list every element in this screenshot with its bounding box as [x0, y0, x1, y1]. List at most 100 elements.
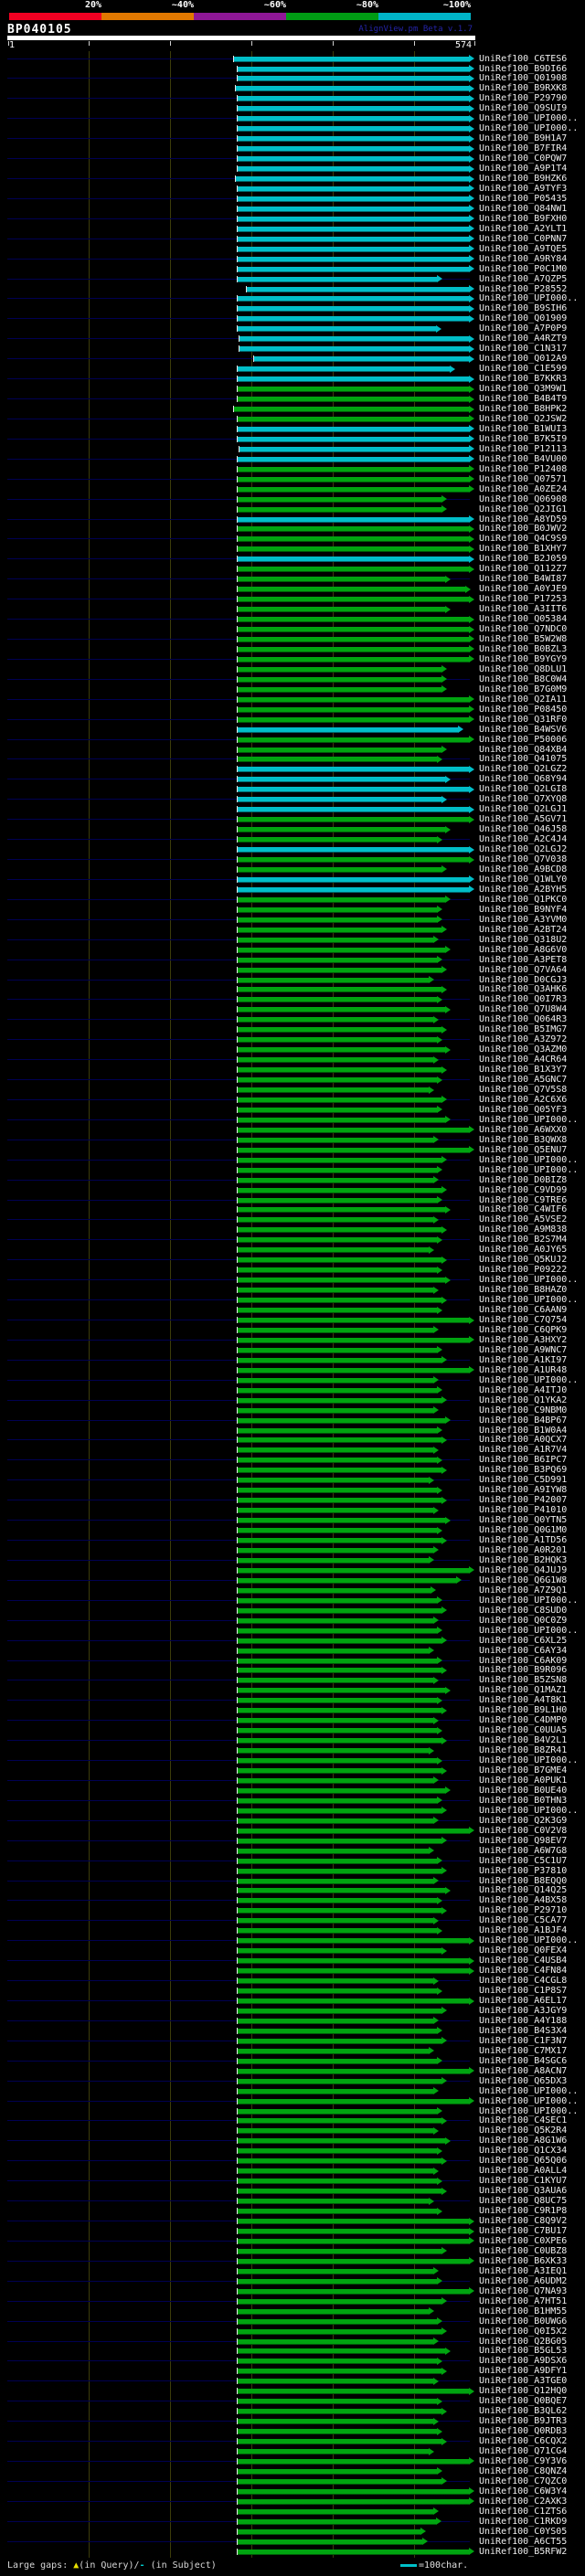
alignment-bar[interactable]	[238, 1267, 438, 1274]
alignment-bar[interactable]	[238, 1878, 433, 1884]
subject-label[interactable]: UniRef100_A1R7V4	[479, 1445, 568, 1456]
alignment-bar[interactable]	[238, 2168, 433, 2175]
subject-label[interactable]: UniRef100_A0R201	[479, 1544, 568, 1555]
alignment-bar[interactable]	[246, 286, 469, 292]
subject-label[interactable]: UniRef100_B1X3Y7	[479, 1065, 568, 1076]
subject-label[interactable]: UniRef100_A4BX58	[479, 1895, 568, 1906]
alignment-bar[interactable]	[238, 1327, 433, 1333]
subject-label[interactable]: UniRef100_B1WUI3	[479, 423, 568, 434]
subject-label[interactable]: UniRef100_C0UUA5	[479, 1725, 568, 1736]
subject-label[interactable]: UniRef100_B8ZR41	[479, 1745, 568, 1756]
subject-label[interactable]: UniRef100_B1XHY7	[479, 544, 568, 555]
alignment-bar[interactable]	[238, 1387, 438, 1394]
alignment-bar[interactable]	[238, 2399, 438, 2405]
subject-label[interactable]: UniRef100_B7G0M9	[479, 684, 568, 694]
alignment-bar[interactable]	[238, 1577, 456, 1584]
subject-label[interactable]: UniRef100_C7QZC0	[479, 2475, 568, 2486]
alignment-bar[interactable]	[238, 1638, 441, 1644]
subject-label[interactable]: UniRef100_Q2BG05	[479, 2336, 568, 2347]
subject-label[interactable]: UniRef100_B5W2W8	[479, 633, 568, 644]
subject-label[interactable]: UniRef100_Q0G1M0	[479, 1525, 568, 1535]
subject-label[interactable]: UniRef100_C9Y3V6	[479, 2455, 568, 2466]
alignment-bar[interactable]	[238, 1587, 431, 1594]
subject-label[interactable]: UniRef100_C4FN84	[479, 1966, 568, 1977]
alignment-bar[interactable]	[238, 777, 446, 783]
subject-label[interactable]: UniRef100_B4V2L1	[479, 1735, 568, 1746]
alignment-bar[interactable]	[238, 1427, 438, 1434]
alignment-bar[interactable]	[238, 186, 469, 192]
alignment-bar[interactable]	[238, 1978, 433, 1985]
subject-label[interactable]: UniRef100_B9NYF4	[479, 904, 568, 915]
subject-label[interactable]: UniRef100_A2BYH5	[479, 884, 568, 895]
subject-label[interactable]: UniRef100_A3YVM0	[479, 914, 568, 925]
subject-label[interactable]: UniRef100_C4SEC1	[479, 2115, 568, 2126]
alignment-bar[interactable]	[238, 997, 438, 1003]
alignment-bar[interactable]	[238, 1758, 438, 1764]
subject-label[interactable]: UniRef100_C4USB4	[479, 1956, 568, 1966]
alignment-bar[interactable]	[238, 797, 441, 803]
subject-label[interactable]: UniRef100_UPI000..	[479, 1154, 579, 1165]
alignment-bar[interactable]	[238, 827, 446, 833]
subject-label[interactable]: UniRef100_A9DFY1	[479, 2366, 568, 2377]
alignment-bar[interactable]	[238, 1828, 469, 1834]
alignment-bar[interactable]	[238, 1627, 438, 1634]
subject-label[interactable]: UniRef100_A2YLT1	[479, 223, 568, 234]
alignment-bar[interactable]	[238, 1868, 441, 1874]
subject-label[interactable]: UniRef100_UPI000..	[479, 1295, 579, 1305]
alignment-bar[interactable]	[238, 1777, 433, 1784]
alignment-bar[interactable]	[238, 436, 469, 442]
subject-label[interactable]: UniRef100_B0UE40	[479, 1785, 568, 1796]
subject-label[interactable]: UniRef100_P41010	[479, 1505, 568, 1516]
subject-label[interactable]: UniRef100_C6AAN9	[479, 1305, 568, 1315]
subject-label[interactable]: UniRef100_B3PQ69	[479, 1465, 568, 1476]
subject-label[interactable]: UniRef100_Q71CG4	[479, 2446, 568, 2456]
alignment-bar[interactable]	[238, 1688, 446, 1694]
alignment-bar[interactable]	[238, 2518, 437, 2525]
alignment-bar[interactable]	[238, 817, 469, 823]
subject-label[interactable]: UniRef100_B2J059	[479, 554, 568, 565]
alignment-bar[interactable]	[238, 1197, 438, 1203]
alignment-bar[interactable]	[238, 1397, 441, 1404]
alignment-bar[interactable]	[238, 1347, 438, 1353]
subject-label[interactable]: UniRef100_B9R096	[479, 1665, 568, 1676]
subject-label[interactable]: UniRef100_C6CQX2	[479, 2436, 568, 2446]
alignment-bar[interactable]	[238, 2229, 469, 2234]
subject-label[interactable]: UniRef100_UPI000..	[479, 1935, 579, 1946]
alignment-bar[interactable]	[238, 1067, 441, 1074]
alignment-bar[interactable]	[238, 1948, 441, 1955]
alignment-bar[interactable]	[238, 1318, 469, 1323]
subject-label[interactable]: UniRef100_Q12HQ0	[479, 2386, 568, 2397]
subject-label[interactable]: UniRef100_B4S3X4	[479, 2025, 568, 2036]
alignment-bar[interactable]	[238, 747, 441, 753]
subject-label[interactable]: UniRef100_Q01909	[479, 313, 568, 324]
alignment-bar[interactable]	[238, 2118, 441, 2125]
subject-label[interactable]: UniRef100_A7P0P9	[479, 323, 568, 334]
subject-label[interactable]: UniRef100_C1KYU7	[479, 2176, 568, 2187]
alignment-bar[interactable]	[238, 146, 469, 153]
subject-label[interactable]: UniRef100_P37810	[479, 1865, 568, 1876]
subject-label[interactable]: UniRef100_Q318U2	[479, 934, 568, 945]
alignment-bar[interactable]	[238, 2278, 438, 2284]
subject-label[interactable]: UniRef100_UPI000..	[479, 293, 579, 304]
alignment-bar[interactable]	[238, 2449, 430, 2454]
alignment-bar[interactable]	[238, 1648, 430, 1654]
subject-label[interactable]: UniRef100_Q3AZM0	[479, 1044, 568, 1055]
alignment-bar[interactable]	[238, 1848, 430, 1854]
subject-label[interactable]: UniRef100_Q68Y94	[479, 774, 568, 785]
alignment-bar[interactable]	[236, 176, 469, 182]
alignment-bar[interactable]	[238, 2549, 469, 2555]
alignment-bar[interactable]	[238, 526, 469, 533]
alignment-bar[interactable]	[238, 1668, 441, 1674]
alignment-bar[interactable]	[238, 666, 441, 673]
alignment-bar[interactable]	[238, 466, 469, 472]
alignment-bar[interactable]	[238, 387, 469, 392]
subject-label[interactable]: UniRef100_Q1YKA2	[479, 1394, 568, 1405]
subject-label[interactable]: UniRef100_C4WIF6	[479, 1204, 568, 1215]
alignment-bar[interactable]	[238, 1968, 469, 1975]
alignment-bar[interactable]	[238, 2429, 438, 2435]
subject-label[interactable]: UniRef100_A0QCX7	[479, 1435, 568, 1446]
subject-label[interactable]: UniRef100_C5D991	[479, 1475, 568, 1486]
subject-label[interactable]: UniRef100_D0CGJ3	[479, 974, 568, 985]
alignment-bar[interactable]	[253, 356, 469, 363]
subject-label[interactable]: UniRef100_Q5KUJ2	[479, 1255, 568, 1266]
